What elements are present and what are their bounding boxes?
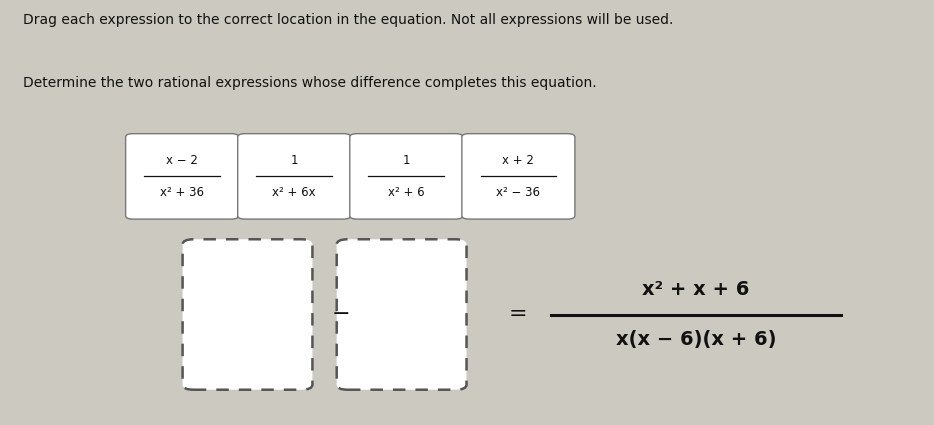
Text: 1: 1 bbox=[290, 154, 298, 167]
FancyBboxPatch shape bbox=[237, 134, 351, 219]
Text: Determine the two rational expressions whose difference completes this equation.: Determine the two rational expressions w… bbox=[23, 76, 597, 91]
FancyBboxPatch shape bbox=[125, 134, 239, 219]
Text: x² + x + 6: x² + x + 6 bbox=[643, 280, 749, 299]
FancyBboxPatch shape bbox=[350, 134, 463, 219]
Text: x² + 6: x² + 6 bbox=[388, 186, 425, 199]
Text: x − 2: x − 2 bbox=[166, 154, 198, 167]
Text: x(x − 6)(x + 6): x(x − 6)(x + 6) bbox=[616, 330, 776, 349]
Text: x² + 6x: x² + 6x bbox=[273, 186, 316, 199]
Text: Drag each expression to the correct location in the equation. Not all expression: Drag each expression to the correct loca… bbox=[23, 13, 673, 27]
Text: 1: 1 bbox=[403, 154, 410, 167]
Text: x² − 36: x² − 36 bbox=[496, 186, 541, 199]
Text: −: − bbox=[332, 304, 350, 325]
FancyBboxPatch shape bbox=[183, 239, 312, 390]
Text: x² + 36: x² + 36 bbox=[160, 186, 205, 199]
FancyBboxPatch shape bbox=[462, 134, 575, 219]
FancyBboxPatch shape bbox=[336, 239, 467, 390]
Text: =: = bbox=[509, 304, 528, 325]
Text: x + 2: x + 2 bbox=[502, 154, 534, 167]
